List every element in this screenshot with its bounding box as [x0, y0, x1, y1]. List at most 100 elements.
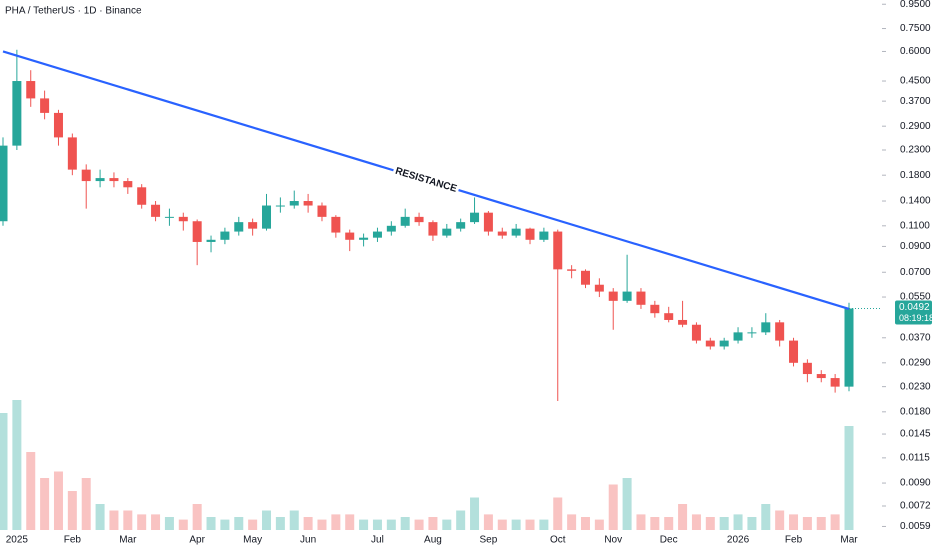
candle-body	[719, 340, 729, 347]
candle-body	[151, 204, 161, 217]
y-tick-label: 0.1400	[900, 196, 931, 207]
candle-body	[234, 222, 244, 232]
volume-bar	[567, 514, 577, 530]
x-tick-label: Feb	[785, 535, 803, 546]
volume-bar	[151, 514, 161, 530]
candle-body	[456, 222, 466, 229]
volume-bar	[497, 519, 507, 530]
candle-body	[816, 374, 826, 379]
candle-body	[317, 205, 327, 217]
volume-bar	[442, 519, 452, 530]
x-tick-label: Jul	[371, 535, 384, 546]
volume-bar	[553, 497, 563, 530]
volume-bar	[95, 504, 105, 530]
volume-bar	[40, 478, 50, 530]
price-value: 0.0492	[899, 302, 930, 313]
candle-body	[442, 228, 452, 236]
candle-body	[844, 308, 854, 387]
volume-bar	[456, 510, 466, 530]
y-tick-label: 0.0180	[900, 406, 931, 417]
y-tick-label: 0.0550	[900, 292, 931, 303]
candle-body	[636, 291, 646, 305]
volume-bar	[289, 510, 299, 530]
volume-bar	[137, 514, 147, 530]
candle-body	[137, 187, 147, 205]
y-tick-label: 0.0370	[900, 332, 931, 343]
candle-body	[525, 228, 535, 240]
volume-bar	[67, 491, 77, 530]
trendline-label-bg	[391, 162, 461, 198]
candle-body	[164, 216, 174, 218]
x-tick-label: 2026	[727, 535, 750, 546]
volume-bar	[678, 504, 688, 530]
volume-bar	[248, 519, 258, 530]
volume-bar	[414, 519, 424, 530]
candle-body	[26, 81, 36, 99]
volume-bar	[483, 514, 493, 530]
candle-body	[372, 231, 382, 238]
volume-bar	[81, 478, 91, 530]
volume-bar	[178, 519, 188, 530]
y-tick-label: 0.6000	[900, 46, 931, 57]
y-tick-label: 0.3700	[900, 96, 931, 107]
volume-bar	[206, 517, 216, 530]
candle-body	[594, 284, 604, 292]
volume-bar	[733, 514, 743, 530]
candle-body	[470, 212, 480, 223]
candle-body	[345, 232, 355, 240]
volume-bar	[123, 510, 133, 530]
candle-body	[12, 81, 22, 146]
x-tick-label: Mar	[119, 535, 137, 546]
volume-bar	[691, 514, 701, 530]
volume-bar	[830, 514, 840, 530]
y-tick-label: 0.0700	[900, 267, 931, 278]
candle-body	[303, 201, 313, 206]
volume-bar	[719, 517, 729, 530]
y-tick-label: 0.0230	[900, 381, 931, 392]
y-tick-label: 0.0072	[900, 501, 931, 512]
y-tick-label: 0.1800	[900, 170, 931, 181]
candle-body	[553, 231, 563, 270]
y-tick-label: 0.0145	[900, 429, 931, 440]
x-tick-label: Aug	[424, 535, 442, 546]
candle-body	[81, 169, 91, 182]
volume-bar	[303, 517, 313, 530]
candle-body	[691, 324, 701, 341]
candle-body	[622, 291, 632, 301]
candle-body	[289, 201, 299, 206]
candle-body	[567, 269, 577, 271]
volume-bar	[594, 519, 604, 530]
candle-body	[386, 225, 396, 232]
candle-body	[123, 181, 133, 188]
chart-title: PHA / TetherUS · 1D · Binance	[5, 6, 142, 17]
candle-body	[678, 319, 688, 325]
x-tick-label: Oct	[550, 535, 566, 546]
volume-bar	[608, 484, 618, 530]
candle-body	[331, 216, 341, 233]
volume-bar	[664, 517, 674, 530]
candle-body	[761, 322, 771, 333]
candle-body	[705, 340, 715, 347]
candle-body	[802, 362, 812, 375]
candle-body	[747, 332, 757, 334]
candle-body	[608, 291, 618, 301]
volume-bar	[262, 510, 272, 530]
volume-bar	[802, 517, 812, 530]
candle-body	[414, 216, 424, 223]
volume-bar	[816, 517, 826, 530]
volume-bar	[761, 504, 771, 530]
candle-body	[511, 228, 521, 236]
y-tick-label: 0.4500	[900, 76, 931, 87]
x-tick-label: Dec	[660, 535, 678, 546]
volume-bar	[705, 517, 715, 530]
volume-bar	[511, 519, 521, 530]
candle-body	[664, 313, 674, 320]
volume-bar	[470, 497, 480, 530]
volume-bar	[109, 510, 119, 530]
volume-bar	[650, 517, 660, 530]
volume-bar	[636, 514, 646, 530]
candle-body	[775, 322, 785, 341]
y-tick-label: 0.9500	[900, 0, 931, 10]
candle-body	[400, 216, 410, 226]
